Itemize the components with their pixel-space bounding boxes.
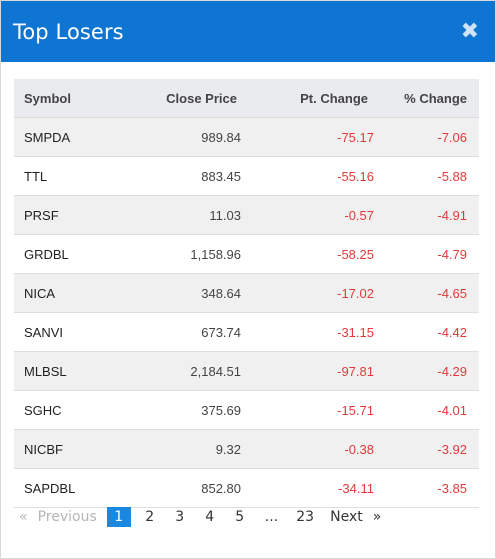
previous-label: Previous [37,509,97,525]
modal-header: Top Losers ✖ [1,1,495,62]
cell-pt-change: -0.57 [243,195,374,235]
table-row[interactable]: MLBSL 2,184.51 -97.81 -4.29 [14,351,479,391]
page-23-button[interactable]: 23 [296,509,315,525]
cell-pct-change: -4.29 [374,351,479,391]
pagination: « Previous 1 2 3 4 5 ... 23 Next » [19,507,381,527]
table-header-row: Symbol Close Price Pt. Change % Change [14,79,479,118]
page-3-button[interactable]: 3 [175,509,185,525]
column-header-close-price[interactable]: Close Price [119,79,243,118]
cell-symbol[interactable]: NICBF [14,429,119,469]
cell-symbol[interactable]: SMPDA [14,117,119,157]
cell-pt-change: -17.02 [243,273,374,313]
table-row[interactable]: NICBF 9.32 -0.38 -3.92 [14,429,479,469]
cell-pt-change: -0.38 [243,429,374,469]
cell-pt-change: -55.16 [243,156,374,196]
column-header-pt-change[interactable]: Pt. Change [243,79,374,118]
close-icon[interactable]: ✖ [460,18,479,44]
cell-close-price: 989.84 [119,117,243,157]
page-4-button[interactable]: 4 [205,509,215,525]
cell-pt-change: -31.15 [243,312,374,352]
cell-close-price: 852.80 [119,468,243,508]
previous-button[interactable]: « Previous [19,509,97,525]
table-body: SMPDA 989.84 -75.17 -7.06 TTL 883.45 -55.16 -5.… [14,117,479,508]
cell-symbol[interactable]: NICA [14,273,119,313]
cell-symbol[interactable]: SGHC [14,390,119,430]
page-2-button[interactable]: 2 [145,509,155,525]
cell-pt-change: -15.71 [243,390,374,430]
cell-close-price: 375.69 [119,390,243,430]
page-1-button[interactable]: 1 [106,507,131,527]
cell-pct-change: -7.06 [374,117,479,157]
double-left-arrow-icon: « [19,509,28,525]
column-header-pct-change[interactable]: % Change [374,79,479,118]
cell-symbol[interactable]: MLBSL [14,351,119,391]
next-button[interactable]: Next » [330,509,381,525]
double-right-arrow-icon: » [372,509,382,525]
cell-pct-change: -5.88 [374,156,479,196]
table-row[interactable]: TTL 883.45 -55.16 -5.88 [14,156,479,196]
table-row[interactable]: PRSF 11.03 -0.57 -4.91 [14,195,479,235]
cell-symbol[interactable]: SAPDBL [14,468,119,508]
column-header-symbol[interactable]: Symbol [14,79,119,118]
page-5-button[interactable]: 5 [235,509,245,525]
cell-symbol[interactable]: GRDBL [14,234,119,274]
modal-title: Top Losers [13,19,124,44]
cell-symbol[interactable]: PRSF [14,195,119,235]
cell-close-price: 9.32 [119,429,243,469]
cell-close-price: 1,158.96 [119,234,243,274]
cell-pct-change: -4.01 [374,390,479,430]
cell-pct-change: -4.42 [374,312,479,352]
cell-pct-change: -3.85 [374,468,479,508]
cell-pt-change: -97.81 [243,351,374,391]
cell-symbol[interactable]: SANVI [14,312,119,352]
table-row[interactable]: NICA 348.64 -17.02 -4.65 [14,273,479,313]
table-row[interactable]: SAPDBL 852.80 -34.11 -3.85 [14,468,479,508]
table-row[interactable]: GRDBL 1,158.96 -58.25 -4.79 [14,234,479,274]
losers-table-container: Symbol Close Price Pt. Change % Change S… [14,79,479,508]
cell-pct-change: -4.65 [374,273,479,313]
cell-pt-change: -34.11 [243,468,374,508]
cell-pct-change: -4.79 [374,234,479,274]
table-row[interactable]: SGHC 375.69 -15.71 -4.01 [14,390,479,430]
cell-pct-change: -4.91 [374,195,479,235]
cell-pct-change: -3.92 [374,429,479,469]
cell-pt-change: -58.25 [243,234,374,274]
cell-close-price: 11.03 [119,195,243,235]
table-row[interactable]: SMPDA 989.84 -75.17 -7.06 [14,117,479,157]
next-label: Next [330,509,363,525]
cell-close-price: 673.74 [119,312,243,352]
losers-table: Symbol Close Price Pt. Change % Change S… [14,79,479,508]
cell-close-price: 883.45 [119,156,243,196]
cell-close-price: 348.64 [119,273,243,313]
cell-close-price: 2,184.51 [119,351,243,391]
table-row[interactable]: SANVI 673.74 -31.15 -4.42 [14,312,479,352]
cell-symbol[interactable]: TTL [14,156,119,196]
pagination-ellipsis: ... [264,509,279,525]
cell-pt-change: -75.17 [243,117,374,157]
